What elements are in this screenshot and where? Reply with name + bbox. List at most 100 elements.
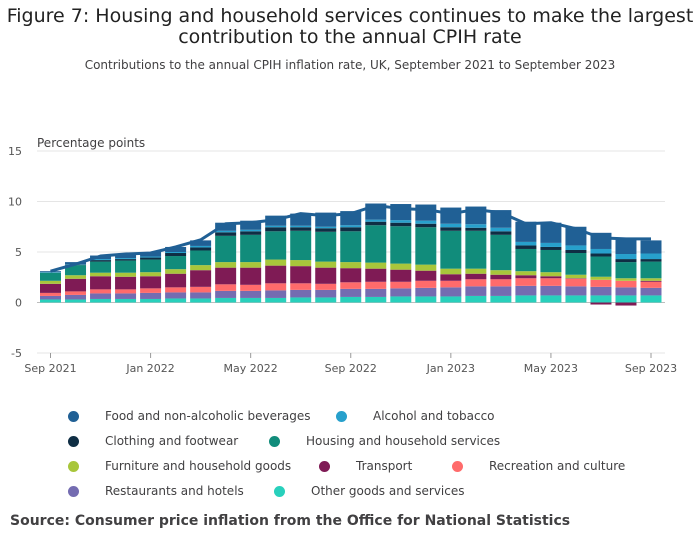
bar-segment (265, 227, 287, 232)
chart-title: Figure 7: Housing and household services… (6, 5, 694, 48)
bar-segment (265, 290, 287, 298)
bar-segment (640, 253, 662, 260)
bar-segment (640, 278, 662, 281)
bar-segment (340, 262, 362, 269)
bar-segment (565, 278, 587, 279)
total-line (50, 204, 651, 273)
bar-segment (365, 221, 387, 226)
x-tick-label: Sep 2021 (24, 362, 76, 375)
bar-segment (215, 222, 237, 231)
bar-segment (240, 229, 262, 232)
bar-segment (540, 249, 562, 273)
bar-segment (590, 295, 612, 303)
bar-segment (240, 297, 262, 303)
bar-segment (590, 253, 612, 257)
bar-segment (540, 222, 562, 243)
bar-segment (415, 204, 437, 221)
bar-segment (215, 262, 237, 268)
bar-segment (515, 271, 537, 276)
bar-segment (165, 252, 187, 254)
bar-segment (40, 272, 61, 281)
x-tick-label: May 2023 (524, 362, 578, 375)
source-note: Source: Consumer price inflation from th… (10, 513, 571, 529)
bar-segment (290, 283, 312, 290)
bar-segment (365, 262, 387, 269)
bar-segment (440, 207, 462, 224)
bar-segment (465, 224, 487, 228)
bar-segment (440, 296, 462, 303)
bar-segment (90, 298, 112, 303)
bar-segment (315, 297, 337, 303)
bar-segment (565, 274, 587, 279)
bar-segment (40, 271, 61, 273)
bar-segment (165, 246, 187, 252)
y-tick-label: 15 (8, 145, 22, 158)
bar-segment (190, 245, 212, 248)
bar-segment (415, 264, 437, 271)
x-tick-labels: Sep 2021 Jan 2022 May 2022 Sep 2022 Jan 2023… (24, 353, 677, 375)
bar-segment (165, 292, 187, 299)
bar-segment (115, 276, 137, 290)
bar-segment (640, 287, 662, 296)
bar-segment (490, 231, 512, 235)
bar-segment (490, 270, 512, 275)
bar-segment (240, 262, 262, 268)
bar-segment (290, 213, 312, 226)
bar-segment (290, 225, 312, 228)
bar-segment (465, 295, 487, 303)
bar-segment (140, 259, 162, 273)
bar-segment (415, 270, 437, 281)
bar-segment (290, 260, 312, 267)
bar-segment (65, 294, 87, 300)
bar-segment (165, 298, 187, 303)
bar-segment (115, 289, 137, 294)
bar-segment (565, 249, 587, 254)
bar-segment (565, 286, 587, 296)
bar-segment (540, 285, 562, 296)
bar-segment (365, 268, 387, 282)
bar-segment (240, 231, 262, 235)
bar-segment (615, 239, 637, 255)
bar-segment (540, 246, 562, 250)
bar-segment (140, 288, 162, 293)
bar-segment (390, 222, 412, 227)
bar-segment (540, 276, 562, 279)
bar-segment (615, 302, 637, 306)
bar-segment (90, 289, 112, 294)
bar-segment (165, 253, 187, 257)
bar-segment (540, 272, 562, 277)
bar-segment (640, 280, 662, 282)
bar-segment (440, 274, 462, 281)
bar-segment (515, 245, 537, 249)
bar-segment (340, 225, 362, 228)
bar-segment (565, 278, 587, 287)
bar-segment (490, 286, 512, 296)
bar-segment (190, 292, 212, 299)
bar-segment (115, 298, 137, 303)
bar-segment (290, 227, 312, 231)
bar-segment (490, 234, 512, 271)
bar-segment (215, 284, 237, 291)
bar-segment (115, 259, 137, 261)
bar-segment (615, 280, 637, 288)
bar-segment (565, 245, 587, 250)
bar-segment (315, 267, 337, 284)
bar-segment (390, 288, 412, 297)
bar-segment (515, 248, 537, 272)
bar-segment (115, 293, 137, 299)
bar-segment (140, 257, 162, 260)
bar-segment (65, 275, 87, 279)
bar-segment (165, 273, 187, 288)
bar-segment (465, 268, 487, 274)
bar-segment (115, 258, 137, 260)
bar-segment (565, 295, 587, 303)
bar-segment (90, 293, 112, 299)
bar-segment (140, 298, 162, 303)
bar-segment (440, 280, 462, 288)
bar-segment (465, 286, 487, 296)
bar-segment (315, 228, 337, 232)
bar-segment (165, 287, 187, 293)
bar-segment (40, 272, 61, 273)
bar-segment (615, 262, 637, 279)
